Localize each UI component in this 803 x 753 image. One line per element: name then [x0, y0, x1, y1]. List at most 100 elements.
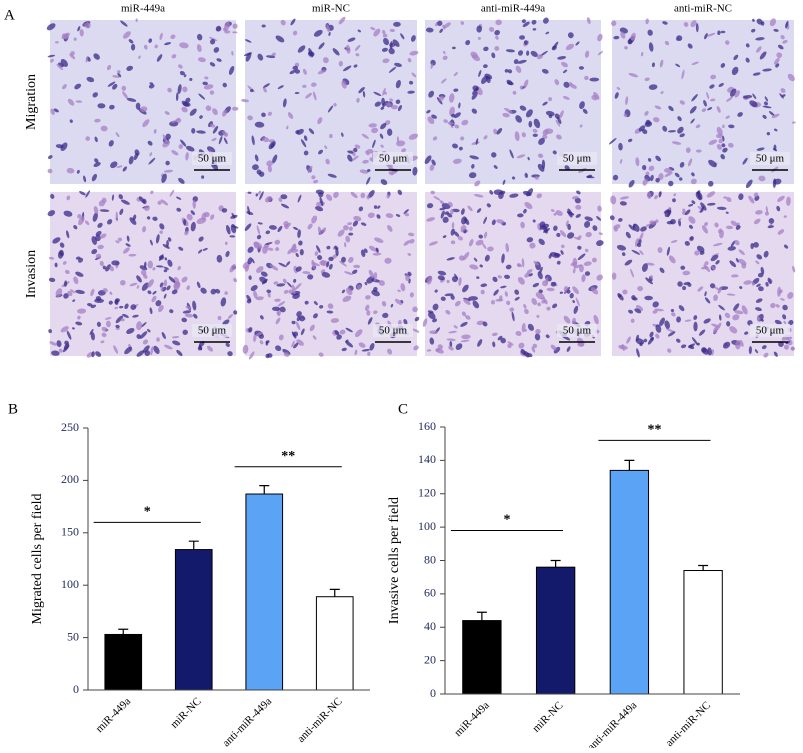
cell [360, 249, 366, 258]
cell [708, 180, 714, 187]
cell [180, 139, 187, 147]
cell [308, 128, 315, 135]
cell [706, 191, 716, 198]
cell [645, 223, 651, 227]
y-tick-label: 160 [418, 419, 436, 433]
cell [512, 90, 517, 95]
cell [714, 222, 719, 228]
cell [461, 216, 467, 225]
cell [113, 345, 119, 354]
cell [442, 55, 448, 61]
cell [91, 351, 95, 358]
cell [325, 158, 330, 165]
cell [683, 22, 689, 27]
y-tick-label: 200 [61, 472, 79, 486]
cell [500, 337, 506, 344]
cell [664, 40, 670, 46]
cell [566, 289, 571, 294]
cell [292, 30, 298, 36]
cell [130, 304, 137, 310]
cell [225, 250, 230, 258]
cell [222, 319, 230, 326]
cell [626, 336, 631, 344]
cell [559, 291, 564, 294]
cell [697, 191, 702, 200]
cell [779, 93, 784, 99]
cell [307, 223, 313, 230]
cell [115, 211, 119, 222]
cell [327, 105, 334, 113]
cell [355, 53, 360, 57]
cell [175, 92, 179, 102]
cell [467, 205, 473, 212]
cell [637, 285, 644, 292]
cell [721, 143, 726, 148]
cell [93, 162, 101, 167]
cell [222, 130, 227, 136]
cell [756, 317, 761, 322]
cell [392, 39, 400, 47]
cell [628, 179, 635, 188]
cell [450, 294, 455, 300]
cell [284, 223, 289, 230]
cell [182, 329, 188, 336]
cell [328, 32, 331, 36]
bar [535, 566, 576, 695]
cell [564, 165, 570, 171]
cell [280, 194, 288, 200]
cell [709, 84, 715, 89]
cell [317, 255, 323, 261]
cell [492, 341, 496, 348]
cell [396, 140, 406, 147]
cell [669, 218, 676, 225]
cell [773, 351, 778, 357]
cell [144, 205, 150, 211]
cell [691, 337, 698, 345]
cell [347, 37, 356, 42]
cell [72, 299, 76, 302]
error-bar [329, 588, 340, 597]
cell [83, 175, 87, 183]
cell [310, 82, 317, 87]
cell [722, 124, 725, 129]
cell [654, 195, 658, 200]
cell [177, 265, 181, 271]
cell [743, 95, 753, 99]
cell [497, 335, 503, 341]
cell [169, 309, 174, 314]
cell [343, 65, 352, 72]
cell [554, 113, 560, 119]
cell [505, 49, 515, 53]
cell [327, 173, 337, 178]
cell [107, 219, 113, 225]
cell [292, 244, 297, 251]
cell [296, 339, 304, 346]
cell [193, 313, 198, 319]
cell [670, 308, 675, 313]
cell [482, 321, 488, 327]
cell [108, 140, 114, 147]
cell [343, 225, 349, 231]
cell [773, 144, 777, 151]
cell [591, 94, 598, 101]
cell [434, 289, 438, 293]
cell [698, 329, 706, 336]
cell [567, 223, 571, 231]
cell [659, 317, 666, 327]
cell [532, 219, 536, 223]
cell [452, 158, 462, 164]
cell [119, 208, 124, 216]
cell [720, 154, 725, 160]
cell [300, 139, 307, 148]
cell [129, 217, 137, 225]
cell [267, 165, 272, 173]
cell [628, 73, 639, 78]
cell [563, 81, 570, 88]
cell [652, 310, 658, 314]
cell [183, 74, 187, 78]
cell [147, 140, 153, 146]
cell [548, 97, 552, 102]
cell [509, 149, 514, 159]
cell [258, 190, 262, 195]
